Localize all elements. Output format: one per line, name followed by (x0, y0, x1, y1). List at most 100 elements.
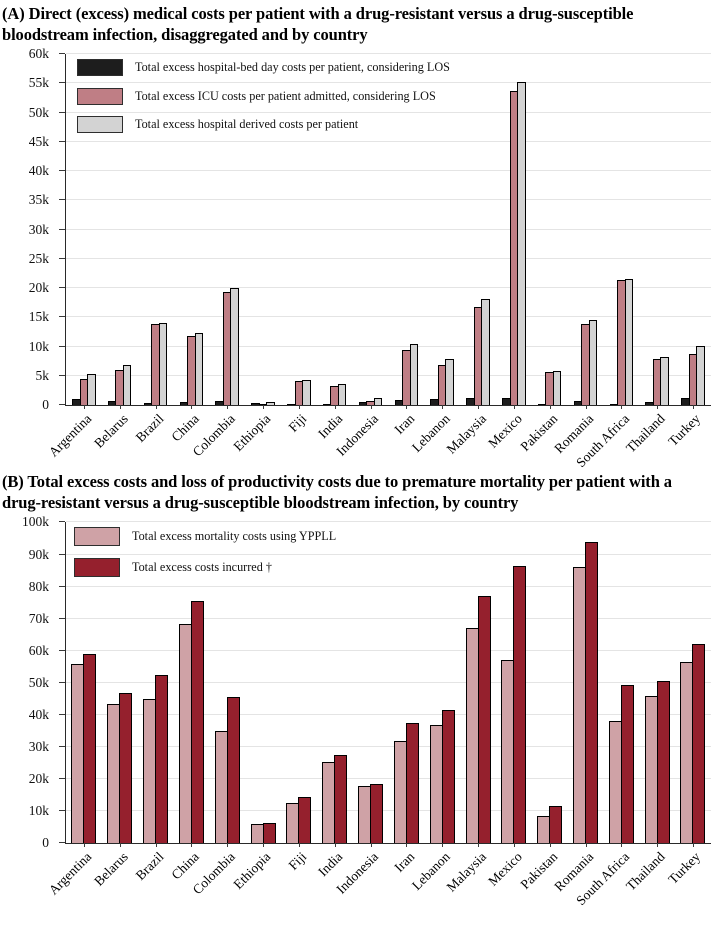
gridline-30k (66, 228, 711, 230)
bar (624, 278, 634, 406)
legend-swatch (77, 87, 123, 105)
x-tick (657, 405, 659, 410)
y-tick-label: 30k (28, 739, 49, 755)
bar (122, 364, 132, 406)
y-tick-35k (59, 199, 65, 201)
x-tick (478, 843, 480, 848)
panel-b-legend: Total excess mortality costs using YPPLL… (74, 527, 337, 578)
legend-row: Total excess ICU costs per patient admit… (77, 87, 450, 105)
legend-swatch (74, 558, 120, 578)
gridline-40k (66, 170, 711, 172)
gridline-10k (66, 345, 711, 347)
x-tick (83, 405, 85, 410)
y-tick-10k (59, 345, 65, 347)
panel-a-bar-groups: Argentina Belarus Brazil China Colombia Ethio… (46, 54, 711, 470)
x-tick (119, 843, 121, 848)
y-tick-label: 30k (28, 221, 49, 237)
legend-row: Total excess costs incurred † (74, 558, 336, 578)
y-tick-label: 100k (22, 514, 49, 530)
x-tick (155, 843, 157, 848)
y-tick-40k (59, 714, 65, 716)
legend-label: Total excess ICU costs per patient admit… (135, 88, 436, 103)
gridline-15k (66, 316, 711, 318)
y-tick-80k (59, 585, 65, 587)
x-tick (513, 843, 515, 848)
x-tick (370, 405, 372, 410)
y-tick-label: 20k (28, 280, 49, 296)
bar-group-china: China (169, 54, 209, 445)
bar (119, 692, 133, 844)
bar-group-brazil: Brazil (132, 54, 174, 445)
bar-group-iran: Iran (388, 54, 424, 437)
bar-group-mexico: Mexico (485, 54, 532, 451)
bar (441, 710, 455, 844)
panel-b-title: (B) Total excess costs and loss of produ… (2, 472, 672, 513)
bar (517, 82, 526, 406)
gridline-70k (66, 617, 711, 619)
legend-swatch (77, 116, 123, 134)
x-tick (442, 843, 444, 848)
gridline-5k (66, 374, 711, 376)
bar-group-argentina: Argentina (46, 522, 102, 898)
gridline-100k (66, 521, 711, 523)
bar (445, 359, 454, 406)
bar-group-iran: Iran (388, 522, 424, 875)
panel-b-plot-area: 0 10k 20k 30k 40k 50k 60k 70k 80k 90k 100k Argenti… (22, 514, 711, 909)
bar-group-lebanon: Lebanon (409, 54, 460, 455)
bar-group-mexico: Mexico (485, 522, 532, 889)
x-tick (334, 843, 336, 848)
x-tick (227, 405, 229, 410)
x-tick (155, 405, 157, 410)
y-tick-60k (59, 649, 65, 651)
y-tick-25k (59, 257, 65, 259)
panel-a-plot-area: 0 5k 10k 15k 20k 25k 30k 35k 40k 45k 50k 55k 60k Arg… (29, 46, 711, 470)
bar-group-thailand: Thailand (623, 54, 675, 456)
gridline-25k (66, 257, 711, 259)
gridline-90k (66, 553, 711, 555)
gridline-40k (66, 714, 711, 716)
y-tick-label: 25k (28, 250, 49, 266)
y-tick-15k (59, 316, 65, 318)
gridline-80k (66, 585, 711, 587)
bar-group-brazil: Brazil (132, 522, 174, 883)
figure: (A) Direct (excess) medical costs per pa… (0, 3, 718, 935)
legend-label: Total excess mortality costs using YPPLL (132, 529, 337, 544)
y-tick-0 (59, 404, 65, 406)
y-tick-0 (59, 842, 65, 844)
bar-group-turkey: Turkey (666, 522, 711, 887)
bar-group-indonesia: Indonesia (333, 54, 389, 459)
y-tick-label: 45k (28, 133, 49, 149)
x-tick (227, 843, 229, 848)
y-tick-label: 0 (42, 835, 49, 851)
panel-a-chart: 0 5k 10k 15k 20k 25k 30k 35k 40k 45k 50k 55k 60k Arg… (0, 46, 718, 470)
bar (370, 784, 384, 844)
panel-b: (B) Total excess costs and loss of produ… (0, 471, 718, 909)
bar (230, 288, 239, 406)
gridline-10k (66, 810, 711, 812)
legend-swatch (77, 59, 123, 77)
y-tick-55k (59, 82, 65, 84)
bar (373, 398, 383, 406)
gridline-60k (66, 649, 711, 651)
x-tick (692, 843, 694, 848)
y-tick-label: 80k (28, 578, 49, 594)
x-tick (119, 405, 121, 410)
x-tick (406, 405, 408, 410)
bar-group-colombia: Colombia (190, 522, 245, 898)
bar (266, 401, 275, 406)
bar (620, 684, 634, 844)
bar (302, 380, 311, 406)
y-tick-label: 20k (28, 771, 49, 787)
x-tick (442, 405, 444, 410)
y-tick-label: 60k (28, 642, 49, 658)
bar-group-south-africa: South Africa (573, 54, 639, 470)
y-tick-label: 0 (42, 397, 49, 413)
bar-group-south-africa: South Africa (573, 522, 639, 909)
bar-group-colombia: Colombia (190, 54, 245, 459)
bar-group-malaysia: Malaysia (443, 522, 496, 895)
legend-swatch (74, 527, 120, 547)
bar (549, 805, 563, 844)
panel-b-chart: 0 10k 20k 30k 40k 50k 60k 70k 80k 90k 100k Argenti… (0, 514, 718, 909)
y-tick-100k (59, 521, 65, 523)
x-tick (406, 843, 408, 848)
